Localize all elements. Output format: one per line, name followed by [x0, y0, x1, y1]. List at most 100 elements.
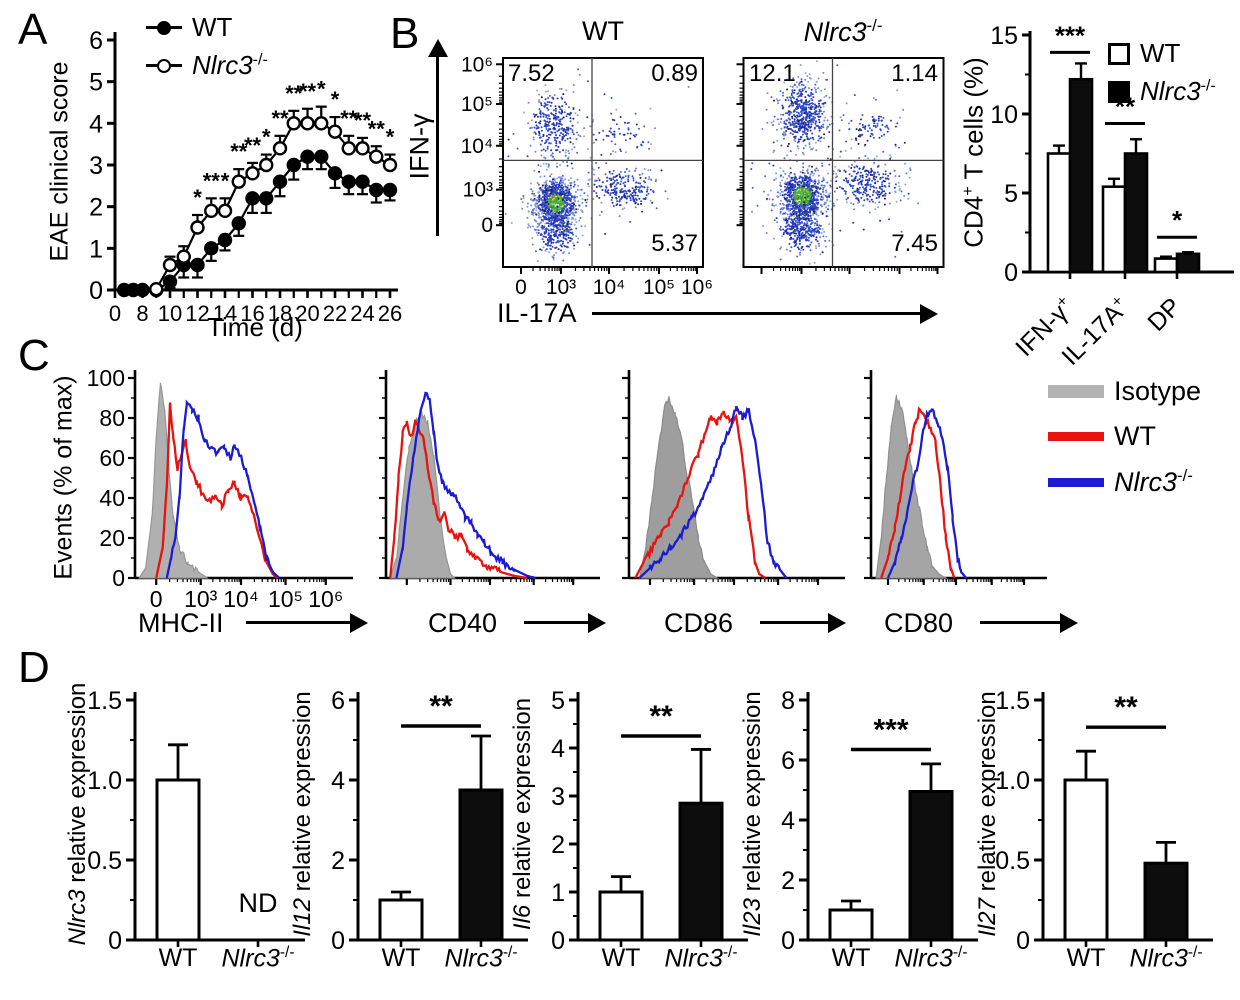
scatter-dot: [585, 204, 588, 207]
scatter-dot: [550, 248, 552, 251]
scatter-dot: [804, 198, 807, 201]
scatter-dot: [559, 221, 562, 224]
scatter-dot: [543, 175, 546, 178]
scatter-dot: [540, 129, 543, 132]
scatter-dot: [788, 210, 790, 212]
scatter-dot: [547, 232, 550, 235]
scatter-dot: [806, 217, 809, 220]
scatter-dot: [884, 163, 887, 166]
scatter-dot: [855, 196, 858, 199]
scatter-dot: [569, 231, 572, 234]
ifn-gamma-axis-label: IFN-γ: [404, 113, 435, 180]
scatter-dot: [775, 98, 778, 101]
scatter-dot: [647, 178, 650, 181]
scatter-dot: [542, 162, 545, 165]
scatter-dot: [782, 113, 785, 116]
x-tick-label: 10⁶: [308, 586, 343, 612]
scatter-dot: [788, 182, 791, 185]
scatter-dot: [614, 193, 616, 196]
scatter-dot: [567, 230, 570, 233]
scatter-dot: [532, 214, 535, 217]
scatter-dot: [623, 207, 626, 210]
scatter-dot: [797, 190, 800, 193]
scatter-dot: [553, 196, 556, 199]
scatter-dot: [537, 229, 540, 232]
y-tick-label: 40: [99, 485, 125, 511]
scatter-dot: [581, 201, 584, 204]
scatter-dot: [625, 197, 628, 200]
scatter-dot: [807, 185, 810, 188]
scatter-dot: [795, 116, 798, 119]
y-tick-label: 5: [1004, 180, 1018, 208]
scatter-dot: [546, 117, 549, 120]
scatter-dot: [632, 134, 635, 137]
scatter-dot: [860, 118, 862, 121]
scatter-dot: [805, 207, 808, 210]
scatter-dot: [776, 196, 779, 198]
scatter-dot: [574, 191, 577, 193]
scatter-dot: [526, 155, 529, 158]
scatter-dot: [610, 131, 613, 134]
scatter-dot: [817, 87, 820, 90]
scatter-dot: [610, 177, 613, 180]
scatter-dot: [547, 222, 550, 225]
scatter-dot: [803, 228, 806, 231]
scatter-dot: [651, 201, 654, 204]
scatter-dot: [883, 180, 886, 183]
scatter-dot: [607, 189, 610, 192]
scatter-dot: [795, 204, 798, 207]
scatter-dot: [845, 102, 848, 105]
scatter-dot: [606, 180, 609, 182]
scatter-dot: [803, 218, 805, 221]
scatter-dot: [846, 201, 848, 204]
data-point-Nlrc3-/-: [204, 203, 219, 219]
scatter-dot: [545, 114, 548, 117]
data-point-WT: [327, 166, 343, 181]
scatter-dot: [822, 110, 825, 113]
scatter-dot: [788, 186, 791, 189]
scatter-dot: [561, 232, 564, 235]
scatter-dot: [827, 172, 830, 175]
y-tick-label: 0: [1004, 259, 1018, 287]
scatter-dot: [804, 121, 807, 124]
scatter-dot: [545, 192, 548, 195]
scatter-dot: [601, 189, 604, 191]
scatter-dot: [798, 184, 801, 187]
scatter-dot: [550, 213, 553, 216]
scatter-dot: [552, 155, 554, 158]
scatter-dot: [566, 222, 569, 225]
scatter-dot: [813, 261, 816, 264]
scatter-dot: [532, 136, 535, 139]
scatter-dot: [797, 76, 800, 78]
hist-curve-Nlrc3-/-: [638, 405, 788, 579]
scatter-dot: [794, 140, 797, 143]
scatter-dot: [792, 222, 795, 225]
scatter-dot: [804, 227, 807, 230]
scatter-dot: [835, 176, 837, 179]
scatter-dot: [900, 230, 903, 233]
scatter-dot: [793, 209, 796, 212]
scatter-dot: [608, 177, 611, 180]
scatter-dot: [791, 176, 793, 179]
scatter-dot: [573, 180, 576, 183]
scatter-dot: [634, 167, 637, 170]
scatter-dot: [894, 255, 897, 258]
scatter-dot: [540, 102, 543, 105]
scatter-dot: [795, 232, 798, 235]
scatter-dot: [638, 173, 641, 176]
scatter-dot: [559, 191, 562, 194]
y-tick-label: 20: [99, 525, 125, 551]
scatter-dot: [779, 210, 782, 213]
scatter-dot: [883, 197, 886, 200]
scatter-dot: [785, 248, 788, 251]
scatter-dot: [797, 187, 800, 190]
scatter-dot: [621, 195, 624, 198]
scatter-dot: [818, 127, 821, 130]
scatter-dot: [827, 145, 830, 148]
y-tick-label: 2: [89, 194, 103, 222]
scatter-dot: [794, 184, 796, 186]
bar: [828, 908, 874, 942]
scatter-dot: [775, 217, 778, 220]
scatter-dot: [566, 225, 569, 228]
scatter-dot: [634, 194, 637, 197]
